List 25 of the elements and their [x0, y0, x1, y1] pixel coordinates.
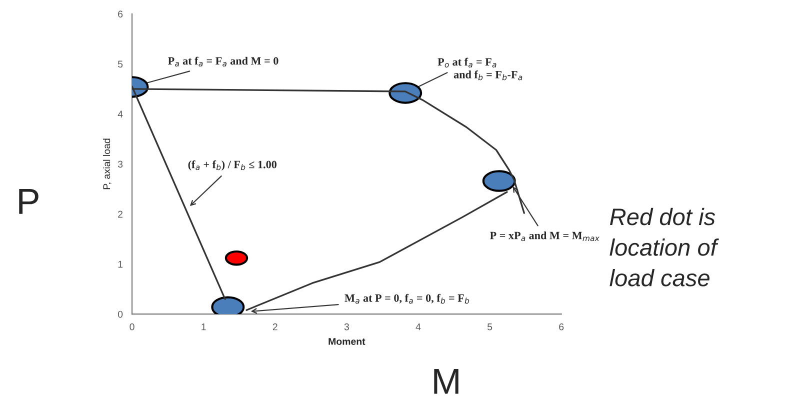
y-tick-label: 6: [118, 10, 123, 18]
annotation: M$_{a}$ at P = 0, f$_{a}$ = 0, f$_{b}$ = F$_{b}$: [344, 294, 470, 304]
annotation: P$_{a}$ at f$_{a}$ = F$_{a}$ and M = 0: [168, 56, 278, 66]
x-tick-label: 1: [202, 323, 206, 330]
annotation: (f$_{a}$ + f$_{b}$) / F$_{b}$ ≤ 1.00: [188, 160, 276, 171]
x-tick-label: 3: [344, 323, 349, 330]
annotation: P = xP$_{a}$ and M = M$_{max}$: [490, 231, 600, 242]
x-tick-label: 0: [130, 323, 134, 330]
annotation: P$_{o}$ at f$_{a}$ = F$_{a}$: [438, 58, 496, 68]
annotation: and f$_{b}$ = F$_{b}$-F$_{a}$: [454, 70, 522, 80]
y-tick-label: 4: [118, 110, 123, 118]
y-tick-label: 0: [118, 310, 123, 318]
y-axis-title: P, axial load: [102, 138, 112, 190]
y-tick-label: 5: [118, 60, 123, 68]
y-tick-label: 1: [118, 260, 123, 268]
text: Red dot is location of load case: [610, 208, 719, 286]
x-tick-label: 6: [559, 323, 564, 330]
y-tick-label: 2: [118, 210, 123, 218]
text: P: [19, 188, 38, 214]
text: M: [434, 368, 458, 394]
y-tick-label: 3: [118, 160, 123, 168]
x-tick-label: 5: [487, 323, 492, 330]
x-tick-label: 2: [272, 323, 278, 330]
x-axis-title: Moment: [328, 338, 366, 345]
x-tick-label: 4: [416, 323, 421, 330]
